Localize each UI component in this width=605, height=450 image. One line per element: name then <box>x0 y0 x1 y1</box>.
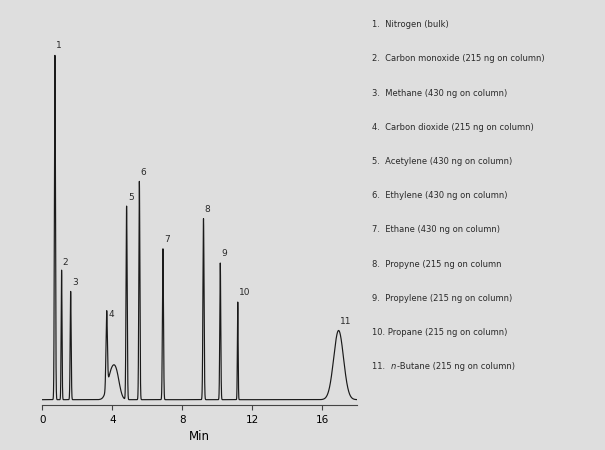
Text: 7.  Ethane (430 ng on column): 7. Ethane (430 ng on column) <box>372 225 500 234</box>
Text: -Butane (215 ng on column): -Butane (215 ng on column) <box>397 362 515 371</box>
Text: 9: 9 <box>221 249 227 258</box>
Text: 8: 8 <box>204 205 211 214</box>
X-axis label: Min: Min <box>189 430 210 443</box>
Text: 11.: 11. <box>372 362 388 371</box>
Text: 4.  Carbon dioxide (215 ng on column): 4. Carbon dioxide (215 ng on column) <box>372 123 534 132</box>
Text: 5.  Acetylene (430 ng on column): 5. Acetylene (430 ng on column) <box>372 157 512 166</box>
Text: 3.  Methane (430 ng on column): 3. Methane (430 ng on column) <box>372 89 508 98</box>
Text: 2: 2 <box>63 257 68 266</box>
Text: 7: 7 <box>164 235 170 244</box>
Text: 10. Propane (215 ng on column): 10. Propane (215 ng on column) <box>372 328 508 337</box>
Text: 8.  Propyne (215 ng on column: 8. Propyne (215 ng on column <box>372 260 502 269</box>
Text: 6: 6 <box>140 168 146 177</box>
Text: 4: 4 <box>108 310 114 319</box>
Text: 1.  Nitrogen (bulk): 1. Nitrogen (bulk) <box>372 20 449 29</box>
Text: 6.  Ethylene (430 ng on column): 6. Ethylene (430 ng on column) <box>372 191 508 200</box>
Text: 1: 1 <box>56 41 62 50</box>
Text: n: n <box>390 362 396 371</box>
Text: 11: 11 <box>340 317 352 326</box>
Text: 9.  Propylene (215 ng on column): 9. Propylene (215 ng on column) <box>372 294 512 303</box>
Text: 5: 5 <box>128 193 134 202</box>
Text: 10: 10 <box>239 288 250 297</box>
Text: 3: 3 <box>72 278 77 287</box>
Text: 2.  Carbon monoxide (215 ng on column): 2. Carbon monoxide (215 ng on column) <box>372 54 544 63</box>
